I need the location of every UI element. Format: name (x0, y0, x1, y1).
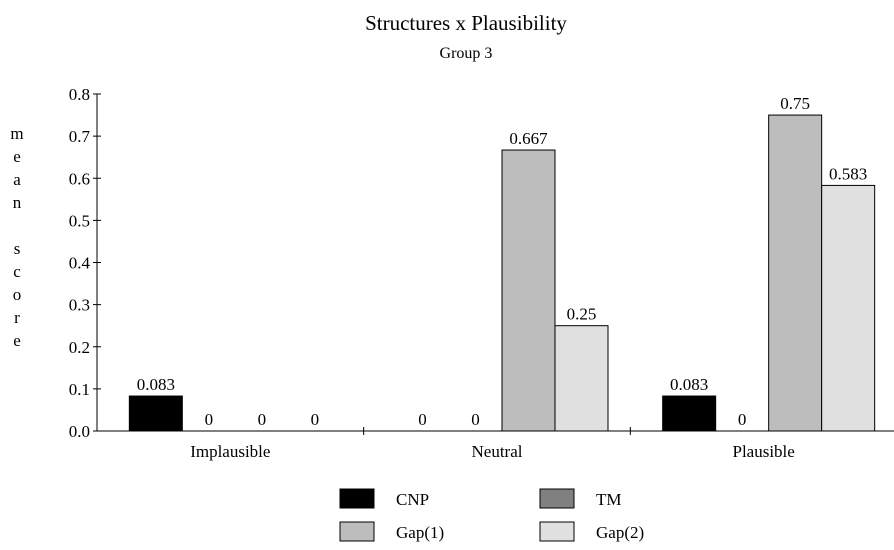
x-category-label: Implausible (190, 442, 270, 461)
y-axis-label-char: e (13, 331, 21, 350)
y-axis-label-char: n (13, 193, 22, 212)
bar (768, 114, 823, 432)
data-label: 0 (471, 410, 480, 429)
data-label: 0 (311, 410, 320, 429)
data-label: 0.583 (829, 164, 867, 183)
y-tick-label: 0.1 (69, 380, 90, 399)
legend-label: TM (596, 490, 622, 509)
y-tick-label: 0.0 (69, 422, 90, 441)
legend-swatch (339, 488, 375, 509)
legend-swatch (539, 488, 575, 509)
legend-label: Gap(2) (596, 523, 644, 542)
bar (821, 184, 876, 432)
x-category-label: Neutral (472, 442, 523, 461)
y-tick-label: 0.5 (69, 211, 90, 230)
y-axis-label-char: r (14, 308, 20, 327)
data-label: 0 (258, 410, 267, 429)
y-axis-label-char: e (13, 147, 21, 166)
data-label: 0.083 (137, 375, 175, 394)
x-category-label: Plausible (732, 442, 794, 461)
plot-area: 0.0 0.1 0.2 0.3 0.4 0.5 0.6 0.7 0.8 Implausible 0.… (69, 85, 894, 461)
bar (554, 325, 609, 432)
y-tick-label: 0.8 (69, 85, 90, 104)
y-axis-label-char: s (14, 239, 21, 258)
data-label: 0.083 (670, 375, 708, 394)
legend: CNP TM Gap(1) Gap(2) (339, 488, 644, 542)
legend-label: Gap(1) (396, 523, 444, 542)
y-tick-label: 0.2 (69, 338, 90, 357)
y-axis-label-char: a (13, 170, 21, 189)
y-axis-label-char: o (13, 285, 22, 304)
chart-title: Structures x Plausibility (365, 11, 567, 35)
legend-swatch (339, 521, 375, 542)
data-label: 0.667 (509, 129, 548, 148)
chart-subtitle: Group 3 (440, 45, 493, 62)
data-label: 0.75 (780, 94, 810, 113)
bar (501, 149, 556, 432)
data-label: 0 (205, 410, 214, 429)
y-tick-label: 0.6 (69, 169, 90, 188)
y-axis-label-char: m (10, 124, 23, 143)
y-tick-label: 0.4 (69, 254, 91, 273)
legend-label: CNP (396, 490, 429, 509)
data-label: 0.25 (567, 305, 597, 324)
data-label: 0 (738, 410, 747, 429)
y-tick-label: 0.3 (69, 296, 90, 315)
y-axis-label-char: c (13, 262, 21, 281)
bar (128, 395, 183, 432)
y-tick-label: 0.7 (69, 127, 91, 146)
legend-swatch (539, 521, 575, 542)
data-label: 0 (418, 410, 427, 429)
bar (662, 395, 717, 432)
